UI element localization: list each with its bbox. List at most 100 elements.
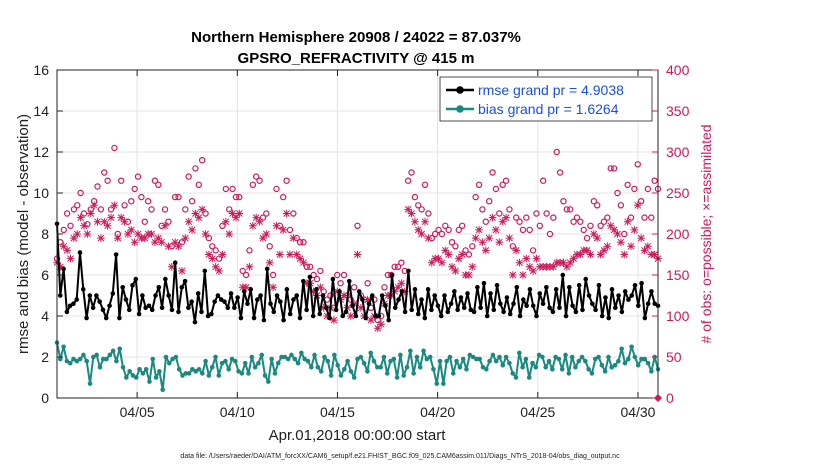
obs-assimilated-point [529, 267, 537, 275]
rmse-point [576, 282, 582, 288]
obs-assimilated-point [56, 262, 65, 271]
obs-possible-point [249, 181, 257, 188]
rmse-point [238, 315, 244, 321]
rmse-point [498, 301, 503, 307]
obs-assimilated-point [448, 262, 456, 271]
obs-assimilated-point [434, 254, 443, 263]
rmse-point [442, 293, 447, 298]
obs-assimilated-point [411, 217, 419, 226]
bias-point [569, 354, 575, 360]
x-tick-label: 04/10 [220, 404, 255, 420]
obs-possible-point [141, 218, 148, 225]
rmse-point [406, 268, 411, 274]
bias-point [625, 356, 631, 362]
obs-assimilated-point [225, 230, 233, 238]
obs-assimilated-point [451, 267, 460, 275]
obs-possible-point [185, 173, 192, 180]
obs-possible-point [266, 243, 273, 250]
obs-assimilated-glyph [59, 242, 68, 251]
obs-assimilated-point [475, 226, 483, 234]
rmse-point [84, 315, 89, 321]
obs-assimilated-point [140, 234, 149, 242]
obs-assimilated-glyph [299, 258, 308, 267]
obs-assimilated-glyph [627, 242, 635, 251]
obs-possible-point [134, 173, 142, 180]
obs-assimilated-glyph [191, 209, 200, 218]
obs-assimilated-point [495, 238, 504, 246]
rmse-point [330, 276, 336, 282]
obs-assimilated-glyph [66, 254, 75, 263]
bias-point [203, 358, 208, 364]
obs-assimilated-point [70, 234, 78, 242]
rmse-point [212, 299, 217, 304]
rmse-point [245, 301, 250, 307]
obs-possible-point [242, 271, 250, 279]
y-right-tick-label: 50 [666, 349, 682, 365]
obs-assimilated-glyph [620, 250, 629, 259]
rmse-point [172, 260, 178, 266]
obs-assimilated-point [63, 246, 71, 255]
obs-assimilated-point [468, 262, 477, 271]
obs-possible-point [485, 197, 493, 205]
obs-assimilated-point [505, 234, 514, 242]
rmse-point [363, 315, 369, 321]
bias-point [91, 354, 96, 360]
rmse-point [284, 287, 290, 292]
obs-assimilated-glyph [502, 213, 510, 222]
obs-assimilated-glyph [161, 222, 169, 230]
rmse-point [123, 297, 129, 302]
obs-assimilated-glyph [448, 262, 456, 271]
bias-point [341, 367, 347, 372]
bias-point [249, 354, 255, 360]
rmse-point [340, 313, 346, 319]
y-axis-left-ticks: 0 2 4 6 8 10 12 14 16 [33, 62, 63, 406]
obs-assimilated-point [471, 234, 480, 242]
obs-possible-point [171, 193, 179, 201]
obs-possible-point [529, 247, 537, 254]
rmse-point [107, 303, 112, 309]
bias-point [523, 356, 529, 362]
obs-possible-point [121, 202, 128, 209]
rmse-point [320, 293, 326, 298]
rmse-point [609, 287, 615, 292]
obs-assimilated-glyph [113, 234, 122, 242]
obs-possible-point [215, 255, 223, 262]
obs-assimilated-glyph [242, 283, 250, 292]
bias-point [236, 369, 241, 374]
bias-point [252, 364, 258, 370]
obs-assimilated-point [276, 250, 284, 259]
bias-point [375, 364, 380, 370]
obs-possible-point [398, 259, 405, 266]
obs-possible-point [648, 214, 655, 221]
obs-assimilated-glyph [444, 250, 453, 259]
rmse-point [294, 293, 300, 298]
obs-assimilated-point [113, 234, 122, 242]
y-right-tick-label: 150 [666, 267, 690, 283]
obs-assimilated-glyph [296, 254, 304, 263]
bias-point [97, 364, 103, 370]
rmse-point [261, 317, 267, 323]
rmse-point [218, 297, 224, 302]
obs-assimilated-point [252, 213, 261, 222]
bias-point [540, 354, 545, 360]
obs-assimilated-glyph [73, 230, 82, 238]
rmse-point [429, 307, 434, 313]
obs-possible-point [594, 202, 601, 209]
obs-possible-point [77, 189, 84, 197]
bias-point [371, 358, 377, 364]
obs-assimilated-glyph [134, 230, 142, 238]
rmse-point [271, 309, 277, 315]
rmse-point [264, 266, 270, 272]
obs-assimilated-glyph [103, 222, 112, 230]
obs-possible-point [418, 206, 425, 213]
obs-possible-point [533, 210, 540, 217]
rmse-point [488, 291, 493, 296]
bias-point [206, 373, 212, 378]
rmse-point [248, 287, 254, 292]
obs-assimilated-glyph [198, 205, 206, 214]
bias-point [124, 375, 129, 380]
bias-point [437, 358, 443, 364]
rmse-point [360, 297, 365, 302]
obs-assimilated-glyph [110, 201, 119, 210]
obs-assimilated-glyph [171, 238, 179, 246]
